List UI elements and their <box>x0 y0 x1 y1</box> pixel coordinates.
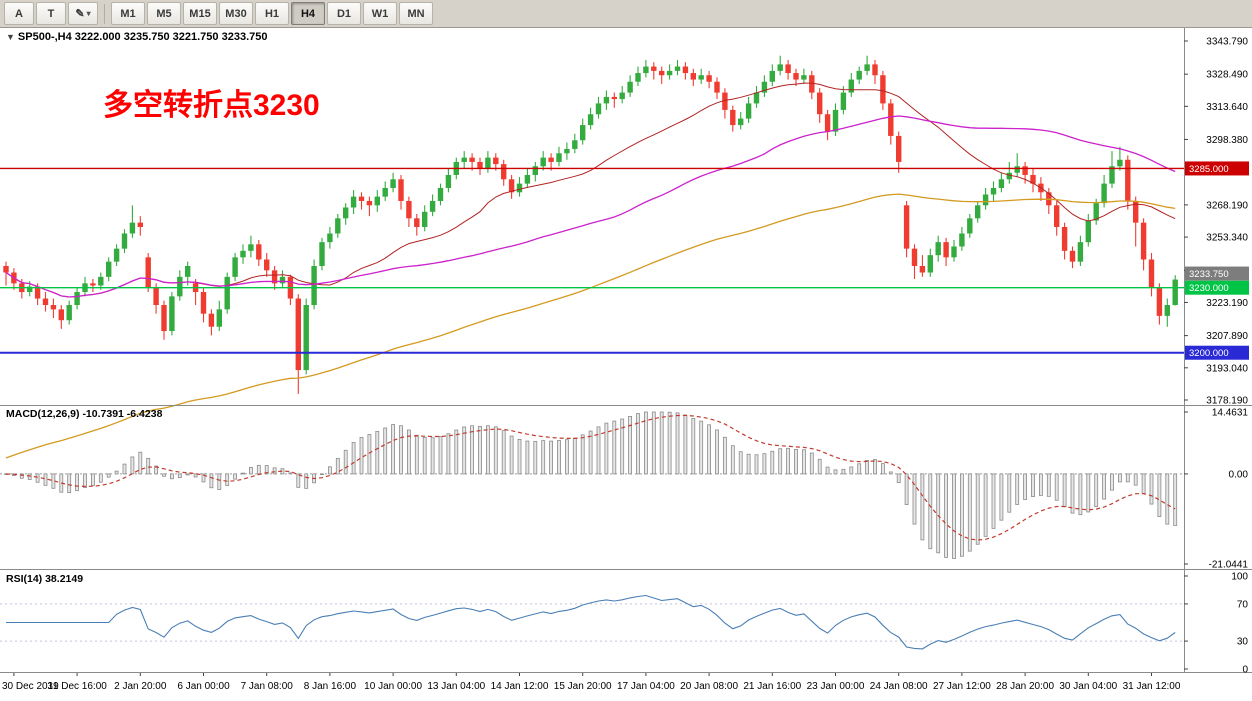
svg-text:23 Jan 00:00: 23 Jan 00:00 <box>807 681 865 692</box>
chart-canvas[interactable]: 3343.790 3328.490 3313.640 3298.380 3268.190… <box>0 28 1252 701</box>
macd-signal-line <box>5 414 1176 541</box>
toolbar-separator <box>104 3 105 24</box>
svg-text:7 Jan 08:00: 7 Jan 08:00 <box>241 681 294 692</box>
timeframe-toolbar: M1 M5 M15 M30 H1 H4 D1 W1 MN <box>110 2 434 25</box>
cursor-button[interactable]: A <box>4 2 34 26</box>
svg-text:8 Jan 16:00: 8 Jan 16:00 <box>304 681 357 692</box>
svg-text:3223.190: 3223.190 <box>1206 298 1248 309</box>
svg-text:13 Jan 04:00: 13 Jan 04:00 <box>427 681 485 692</box>
draw-dropdown-button[interactable]: ✎ ▾ <box>68 1 98 25</box>
candles <box>3 55 1178 394</box>
svg-text:3230.000: 3230.000 <box>1189 283 1229 294</box>
svg-text:0.00: 0.00 <box>1229 469 1249 480</box>
svg-text:15 Jan 20:00: 15 Jan 20:00 <box>554 681 612 692</box>
rsi-line <box>6 594 1176 650</box>
tf-button-m30[interactable]: M30 <box>219 2 253 25</box>
svg-text:14.4631: 14.4631 <box>1212 408 1249 419</box>
svg-text:100: 100 <box>1231 572 1248 583</box>
svg-text:70: 70 <box>1237 599 1249 610</box>
svg-text:0: 0 <box>1242 665 1248 676</box>
svg-text:6 Jan 00:00: 6 Jan 00:00 <box>177 681 230 692</box>
tf-button-m5[interactable]: M5 <box>147 2 181 25</box>
svg-text:3193.040: 3193.040 <box>1206 363 1248 374</box>
svg-text:3253.340: 3253.340 <box>1206 233 1248 244</box>
svg-text:3207.890: 3207.890 <box>1206 331 1248 342</box>
svg-text:28 Jan 20:00: 28 Jan 20:00 <box>996 681 1054 692</box>
svg-text:3298.380: 3298.380 <box>1206 135 1248 146</box>
svg-text:20 Jan 08:00: 20 Jan 08:00 <box>680 681 738 692</box>
svg-text:21 Jan 16:00: 21 Jan 16:00 <box>743 681 801 692</box>
svg-text:30 Dec 2019: 30 Dec 2019 <box>2 681 59 692</box>
macd-panel[interactable] <box>0 411 1184 559</box>
tf-button-m1[interactable]: M1 <box>111 2 145 25</box>
svg-text:31 Jan 12:00: 31 Jan 12:00 <box>1123 681 1181 692</box>
svg-text:3343.790: 3343.790 <box>1206 37 1248 48</box>
svg-text:30 Jan 04:00: 30 Jan 04:00 <box>1059 681 1117 692</box>
svg-text:31 Dec 16:00: 31 Dec 16:00 <box>47 681 107 692</box>
svg-text:-21.0441: -21.0441 <box>1209 560 1249 571</box>
tf-button-mn[interactable]: MN <box>399 2 433 25</box>
object-toolbar: A T ✎ ▾ <box>3 1 99 26</box>
toolbar: A T ✎ ▾ M1 M5 M15 M30 H1 H4 D1 W1 MN <box>0 0 1252 28</box>
svg-text:3285.000: 3285.000 <box>1189 164 1229 175</box>
ma-mid <box>5 115 1176 298</box>
svg-text:14 Jan 12:00: 14 Jan 12:00 <box>491 681 549 692</box>
svg-text:24 Jan 08:00: 24 Jan 08:00 <box>870 681 928 692</box>
tf-button-m15[interactable]: M15 <box>183 2 217 25</box>
svg-text:3178.190: 3178.190 <box>1206 396 1248 407</box>
chart-window[interactable]: 3343.790 3328.490 3313.640 3298.380 3268.190… <box>0 28 1252 701</box>
rsi-panel[interactable] <box>0 594 1184 650</box>
svg-text:3268.190: 3268.190 <box>1206 200 1248 211</box>
tf-button-w1[interactable]: W1 <box>363 2 397 25</box>
tf-button-h4[interactable]: H4 <box>291 2 325 25</box>
svg-text:30: 30 <box>1237 637 1249 648</box>
price-axis[interactable]: 3343.790 3328.490 3313.640 3298.380 3268.190… <box>1184 37 1249 676</box>
text-button[interactable]: T <box>36 2 66 26</box>
svg-text:10 Jan 00:00: 10 Jan 00:00 <box>364 681 422 692</box>
tf-button-h1[interactable]: H1 <box>255 2 289 25</box>
svg-text:27 Jan 12:00: 27 Jan 12:00 <box>933 681 991 692</box>
svg-text:3200.000: 3200.000 <box>1189 348 1229 359</box>
tf-button-d1[interactable]: D1 <box>327 2 361 25</box>
svg-text:3233.750: 3233.750 <box>1189 269 1229 280</box>
svg-text:2 Jan 20:00: 2 Jan 20:00 <box>114 681 167 692</box>
svg-text:17 Jan 04:00: 17 Jan 04:00 <box>617 681 675 692</box>
svg-text:3313.640: 3313.640 <box>1206 102 1248 113</box>
svg-text:3328.490: 3328.490 <box>1206 70 1248 81</box>
